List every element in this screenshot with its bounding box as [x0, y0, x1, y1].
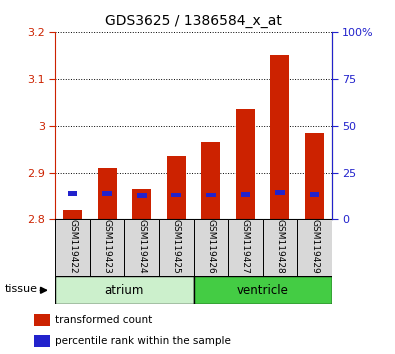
Bar: [55, 219, 90, 276]
Bar: [271, 55, 290, 219]
Bar: [159, 219, 194, 276]
Bar: [137, 193, 147, 198]
Text: transformed count: transformed count: [55, 315, 152, 325]
Bar: [305, 133, 324, 219]
Text: GSM119424: GSM119424: [137, 219, 146, 274]
Bar: [34, 314, 50, 326]
Bar: [98, 168, 117, 219]
Text: GSM119425: GSM119425: [172, 219, 181, 274]
Bar: [63, 210, 82, 219]
Bar: [241, 192, 250, 197]
Bar: [102, 191, 112, 196]
Text: GSM119426: GSM119426: [206, 219, 215, 274]
Text: percentile rank within the sample: percentile rank within the sample: [55, 336, 231, 346]
Text: GSM119423: GSM119423: [103, 219, 112, 274]
Bar: [201, 142, 220, 219]
Text: tissue: tissue: [4, 284, 38, 294]
Bar: [132, 189, 151, 219]
Bar: [310, 192, 319, 197]
Title: GDS3625 / 1386584_x_at: GDS3625 / 1386584_x_at: [105, 14, 282, 28]
Bar: [263, 219, 297, 276]
Bar: [55, 276, 194, 304]
Text: GSM119422: GSM119422: [68, 219, 77, 274]
Bar: [275, 190, 285, 195]
Bar: [228, 219, 263, 276]
Bar: [124, 219, 159, 276]
Text: GSM119428: GSM119428: [275, 219, 284, 274]
Text: atrium: atrium: [105, 284, 144, 297]
Bar: [206, 193, 216, 198]
Text: GSM119427: GSM119427: [241, 219, 250, 274]
Bar: [194, 219, 228, 276]
Bar: [34, 335, 50, 347]
Bar: [171, 193, 181, 198]
Bar: [90, 219, 124, 276]
Bar: [236, 109, 255, 219]
Bar: [194, 276, 332, 304]
Text: ventricle: ventricle: [237, 284, 289, 297]
Bar: [167, 156, 186, 219]
Text: GSM119429: GSM119429: [310, 219, 319, 274]
Bar: [297, 219, 332, 276]
Bar: [68, 191, 77, 195]
